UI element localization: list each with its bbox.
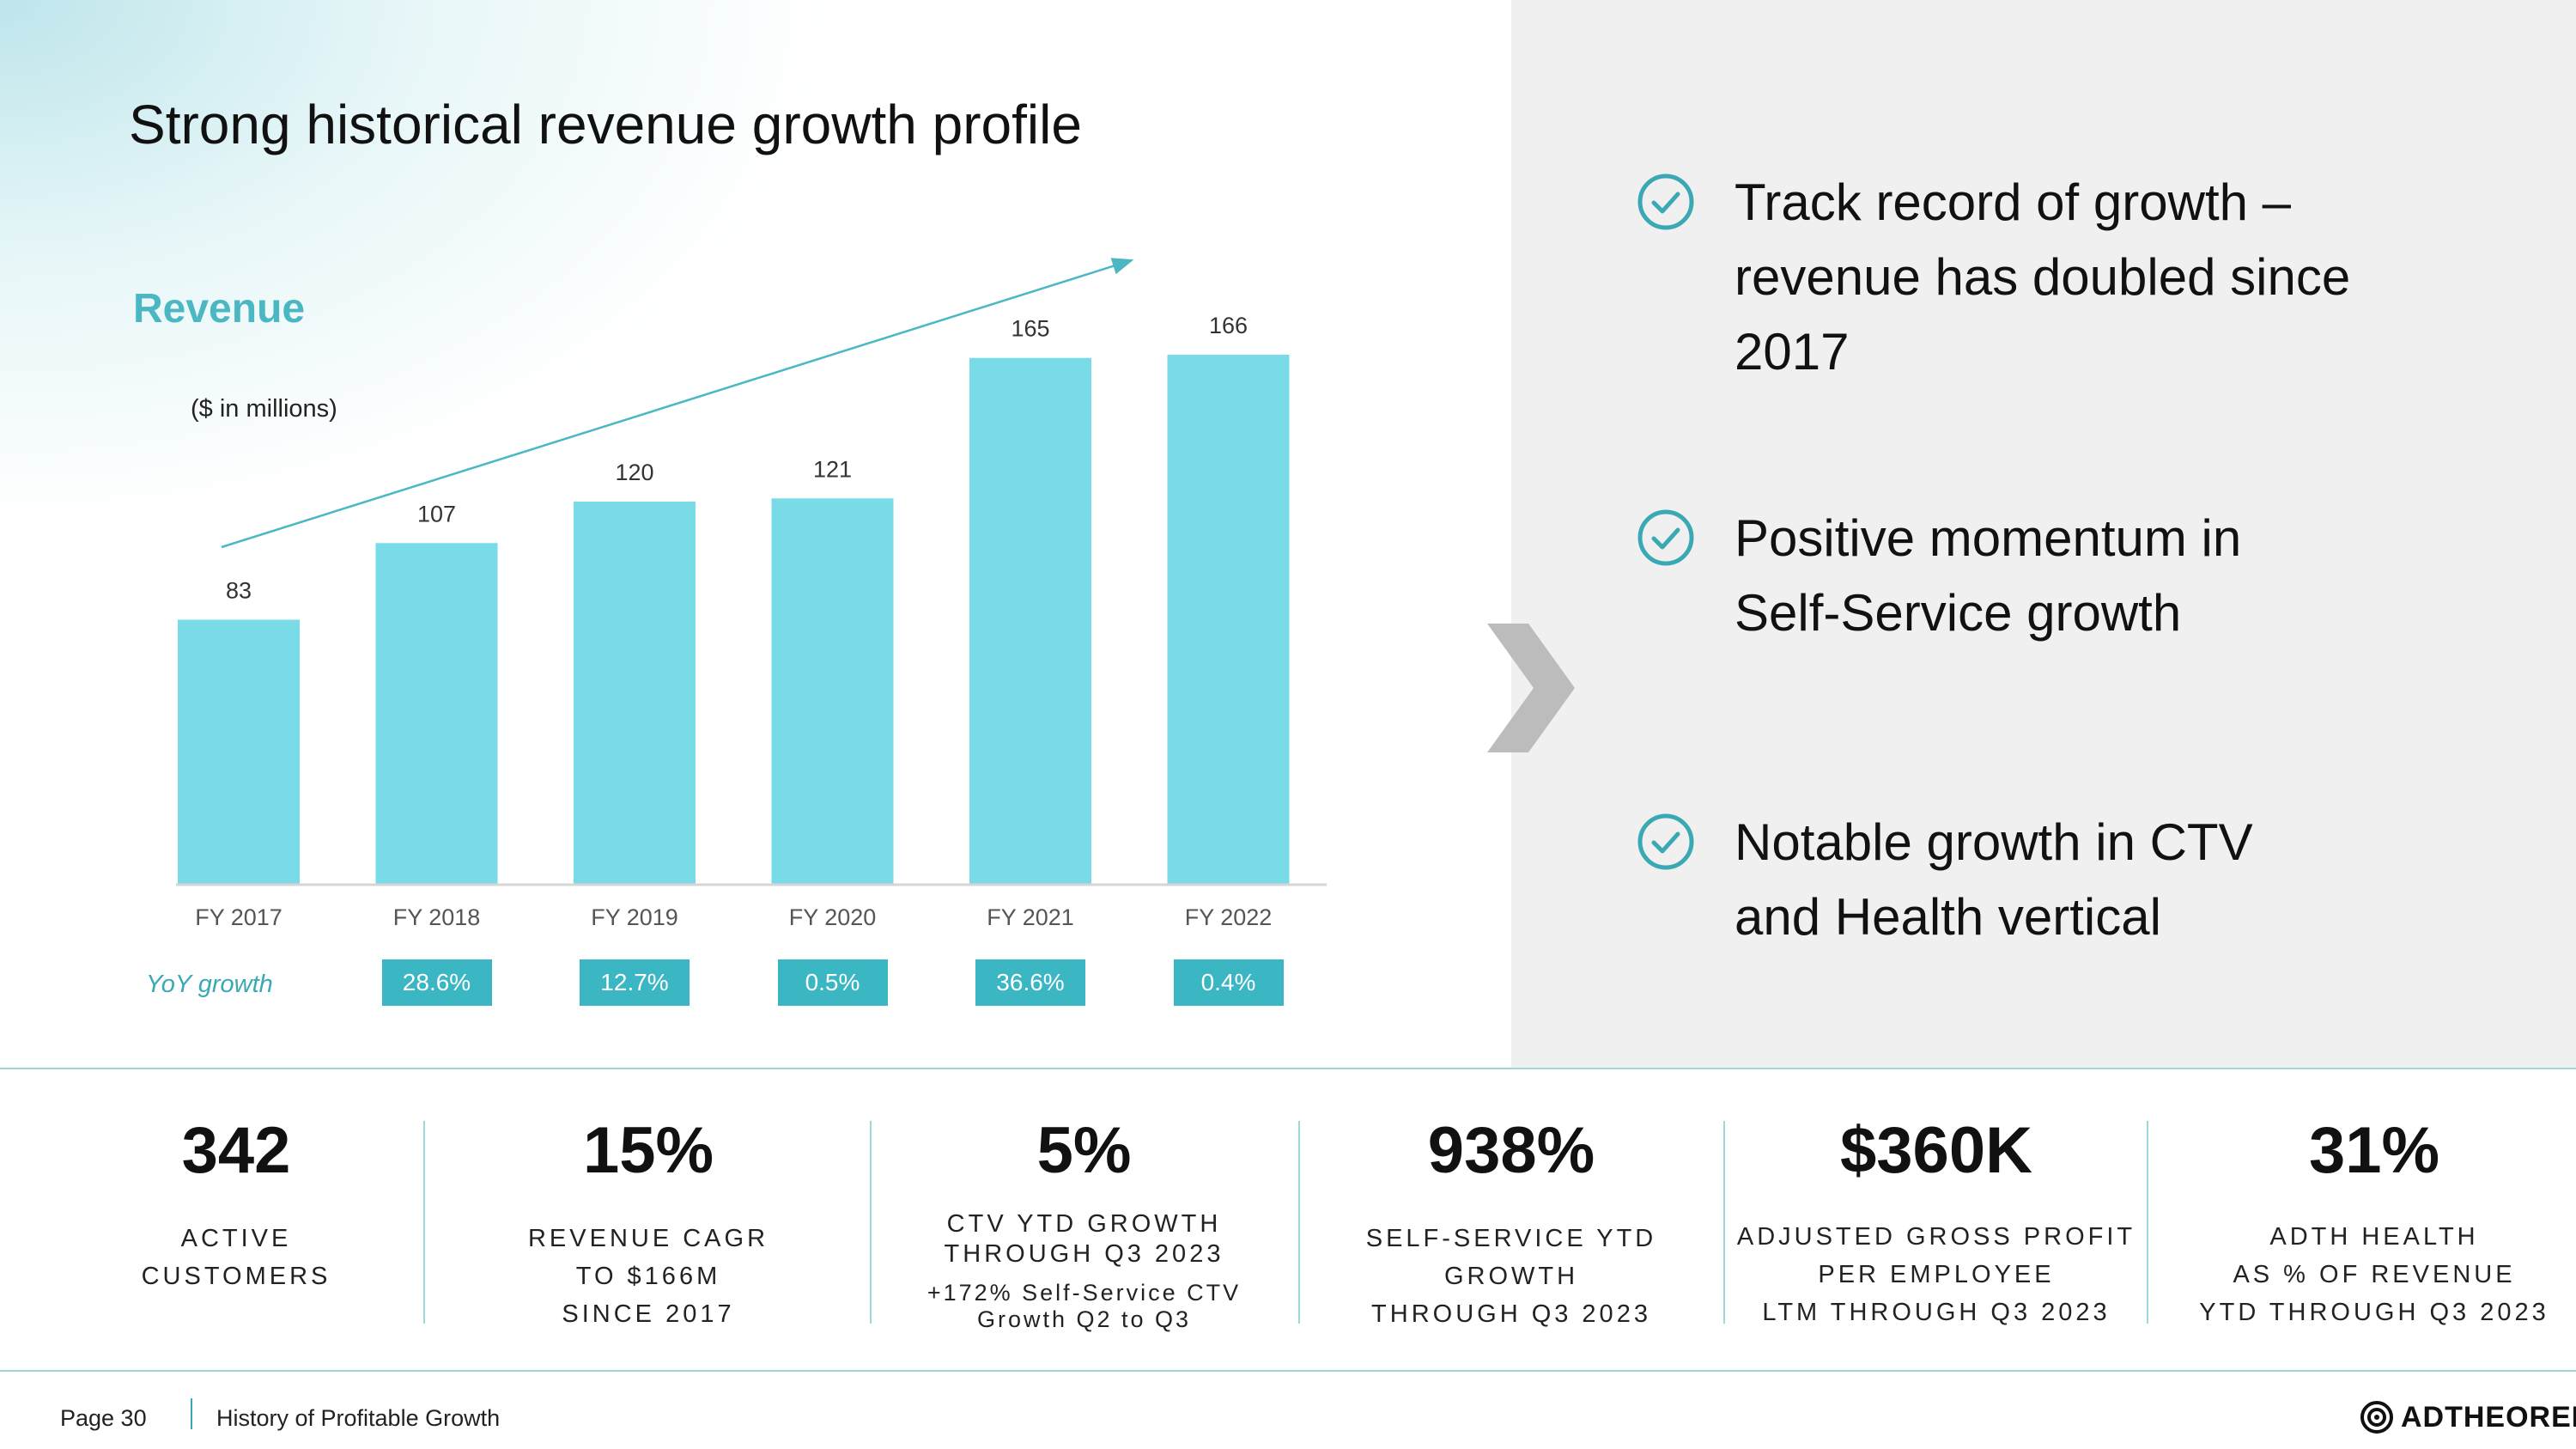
yoy-growth-badge: 36.6% <box>975 959 1085 1006</box>
bar-value-label: 83 <box>226 578 252 604</box>
yoy-growth-badge: 0.5% <box>777 959 888 1006</box>
stat-ctv-growth: 5% CTV YTD GROWTH THROUGH Q3 2023 +172% … <box>872 1108 1297 1333</box>
page-number: Page 30 <box>60 1405 147 1431</box>
bar-fy-2019 <box>574 501 696 885</box>
stat-label: THROUGH Q3 2023 <box>1371 1300 1651 1328</box>
bar-fy-2021 <box>969 357 1091 885</box>
stat-separator <box>2147 1121 2148 1324</box>
stat-label: ADTH HEALTH <box>2269 1223 2479 1251</box>
bar-value-label: 120 <box>615 460 653 485</box>
yoy-growth-badge: 12.7% <box>580 959 690 1006</box>
bar-value-label: 121 <box>813 456 852 482</box>
stat-separator <box>423 1121 425 1324</box>
bar-fy-2018 <box>375 543 498 885</box>
stat-label: GROWTH <box>1443 1263 1579 1290</box>
x-tick-label: FY 2022 <box>1185 904 1273 930</box>
yoy-growth-badge: 0.4% <box>1173 959 1284 1006</box>
x-tick-label: FY 2018 <box>393 904 481 930</box>
page-title: Strong historical revenue growth profile <box>129 94 1082 155</box>
trend-arrow <box>221 258 1134 549</box>
x-tick-label: FY 2017 <box>195 904 283 930</box>
stat-subnote: +172% Self-Service CTV <box>927 1280 1242 1306</box>
stat-separator <box>1298 1121 1300 1324</box>
stats-bottom-divider <box>0 1370 2576 1372</box>
stat-label: PER EMPLOYEE <box>1818 1261 2055 1288</box>
bullet-text: Notable growth in CTV and Health vertica… <box>1735 813 2253 946</box>
x-tick-label: FY 2021 <box>987 904 1074 930</box>
stat-health-revenue: 31% ADTH HEALTH AS % OF REVENUE YTD THRO… <box>2151 1108 2576 1331</box>
stat-label: ADJUSTED GROSS PROFIT <box>1736 1223 2136 1251</box>
highlights-panel <box>1511 0 2576 1068</box>
stat-value: 342 <box>181 1114 291 1187</box>
stat-label: SINCE 2017 <box>562 1300 735 1328</box>
stat-value: 938% <box>1427 1114 1595 1187</box>
check-circle-icon <box>1637 813 1694 870</box>
stat-subnote: Growth Q2 to Q3 <box>976 1306 1192 1332</box>
stat-value: 5% <box>1036 1114 1132 1187</box>
x-tick-label: FY 2019 <box>591 904 678 930</box>
stat-label: LTM THROUGH Q3 2023 <box>1762 1299 2111 1326</box>
stat-label: CUSTOMERS <box>141 1263 331 1290</box>
stat-separator <box>1723 1121 1725 1324</box>
bar-value-label: 165 <box>1011 316 1049 342</box>
chevron-right-icon <box>1487 624 1575 752</box>
bar-value-label: 107 <box>417 501 456 527</box>
stat-revenue-cagr: 15% REVENUE CAGR TO $166M SINCE 2017 <box>425 1108 872 1333</box>
bullet-text: Positive momentum in Self-Service growth <box>1735 509 2242 642</box>
yoy-growth-badge: 28.6% <box>381 959 492 1006</box>
revenue-bar-chart: 83 FY 2017 107 FY 2018 120 FY 2019 121 FY 2020 1… <box>176 258 1327 930</box>
stat-active-customers: 342 ACTIVE CUSTOMERS <box>52 1108 421 1295</box>
stat-label: TO $166M <box>575 1263 721 1290</box>
stat-separator <box>870 1121 872 1324</box>
stats-top-divider <box>0 1068 2576 1069</box>
stat-value: 15% <box>582 1114 714 1187</box>
footer-divider <box>191 1398 192 1429</box>
chart-unit-label: ($ in millions) <box>191 395 337 423</box>
stat-value: $360K <box>1840 1114 2032 1187</box>
yoy-growth-label: YoY growth <box>146 971 273 998</box>
chart-title: Revenue <box>133 286 306 332</box>
bar-fy-2017 <box>178 619 300 885</box>
stat-label: CTV YTD GROWTH <box>946 1210 1222 1238</box>
logo-mark-icon <box>2360 1401 2393 1434</box>
bar-fy-2020 <box>771 498 894 885</box>
stat-label: AS % OF REVENUE <box>2233 1261 2516 1288</box>
logo-wordmark: ADTHEORENT <box>2401 1400 2576 1434</box>
check-circle-icon <box>1637 174 1694 230</box>
stat-label: SELF-SERVICE YTD <box>1365 1225 1657 1252</box>
stat-label: THROUGH Q3 2023 <box>944 1240 1224 1268</box>
bar-value-label: 166 <box>1209 313 1248 338</box>
company-logo: ADTHEORENT <box>2360 1400 2576 1434</box>
bullet-text: Track record of growth – revenue has dou… <box>1735 174 2351 381</box>
stat-label: ACTIVE <box>180 1225 292 1252</box>
stat-label: REVENUE CAGR <box>527 1225 769 1252</box>
check-circle-icon <box>1637 509 1694 566</box>
stat-gross-profit-per-employee: $360K ADJUSTED GROSS PROFIT PER EMPLOYEE… <box>1726 1108 2147 1331</box>
footer-section-title: History of Profitable Growth <box>216 1405 501 1431</box>
stat-self-service-growth: 938% SELF-SERVICE YTD GROWTH THROUGH Q3 … <box>1301 1108 1722 1333</box>
stat-label: YTD THROUGH Q3 2023 <box>2199 1299 2549 1326</box>
x-tick-label: FY 2020 <box>789 904 877 930</box>
bar-fy-2022 <box>1167 355 1290 885</box>
stat-value: 31% <box>2308 1114 2440 1187</box>
